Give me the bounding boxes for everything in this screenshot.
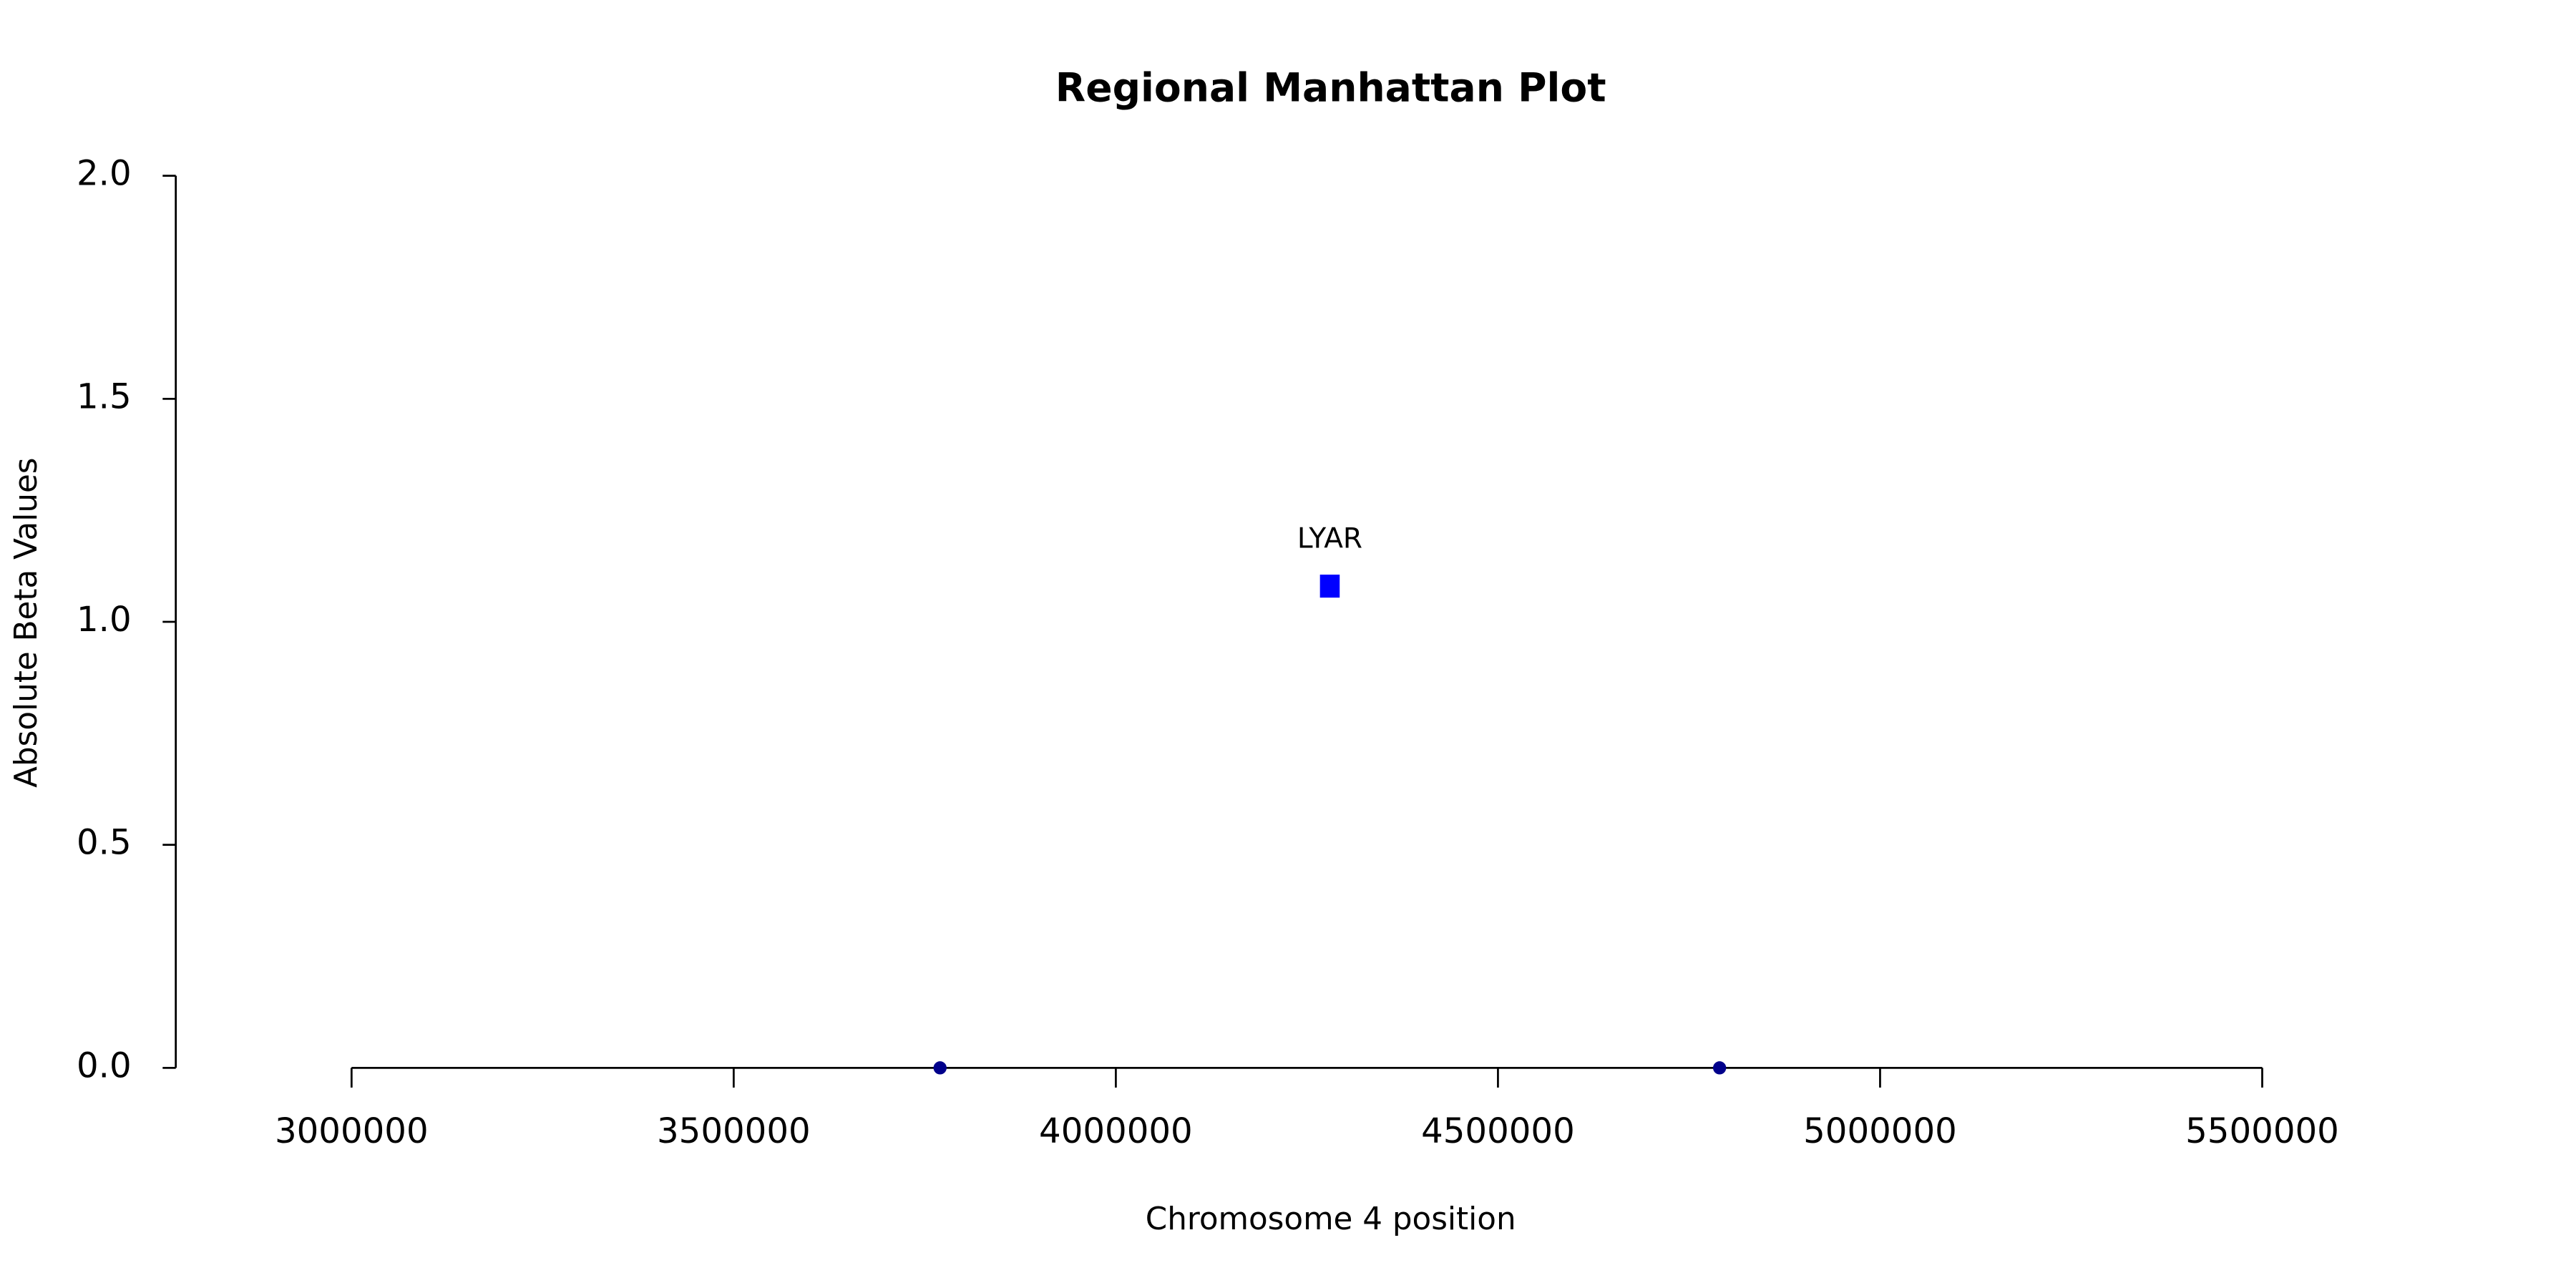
y-tick-label: 0.5 — [77, 823, 132, 863]
point-label: LYAR — [1297, 522, 1362, 555]
y-tick-label: 2.0 — [77, 154, 132, 194]
x-axis-label: Chromosome 4 position — [1146, 1201, 1516, 1237]
y-tick-label: 1.0 — [77, 600, 132, 640]
y-tick-label: 1.5 — [77, 376, 132, 416]
chart-title: Regional Manhattan Plot — [1055, 64, 1606, 110]
y-tick-label: 0.0 — [77, 1045, 132, 1085]
x-tick-label: 3000000 — [275, 1111, 429, 1151]
y-axis-label: Absolute Beta Values — [9, 457, 44, 787]
point — [1712, 1061, 1727, 1075]
point — [1319, 575, 1340, 598]
x-tick-label: 5000000 — [1803, 1111, 1957, 1151]
x-tick-label: 3500000 — [657, 1111, 811, 1151]
x-tick-label: 4000000 — [1039, 1111, 1193, 1151]
x-tick-label: 4500000 — [1421, 1111, 1575, 1151]
x-tick-label: 5500000 — [2185, 1111, 2339, 1151]
point — [933, 1061, 947, 1075]
